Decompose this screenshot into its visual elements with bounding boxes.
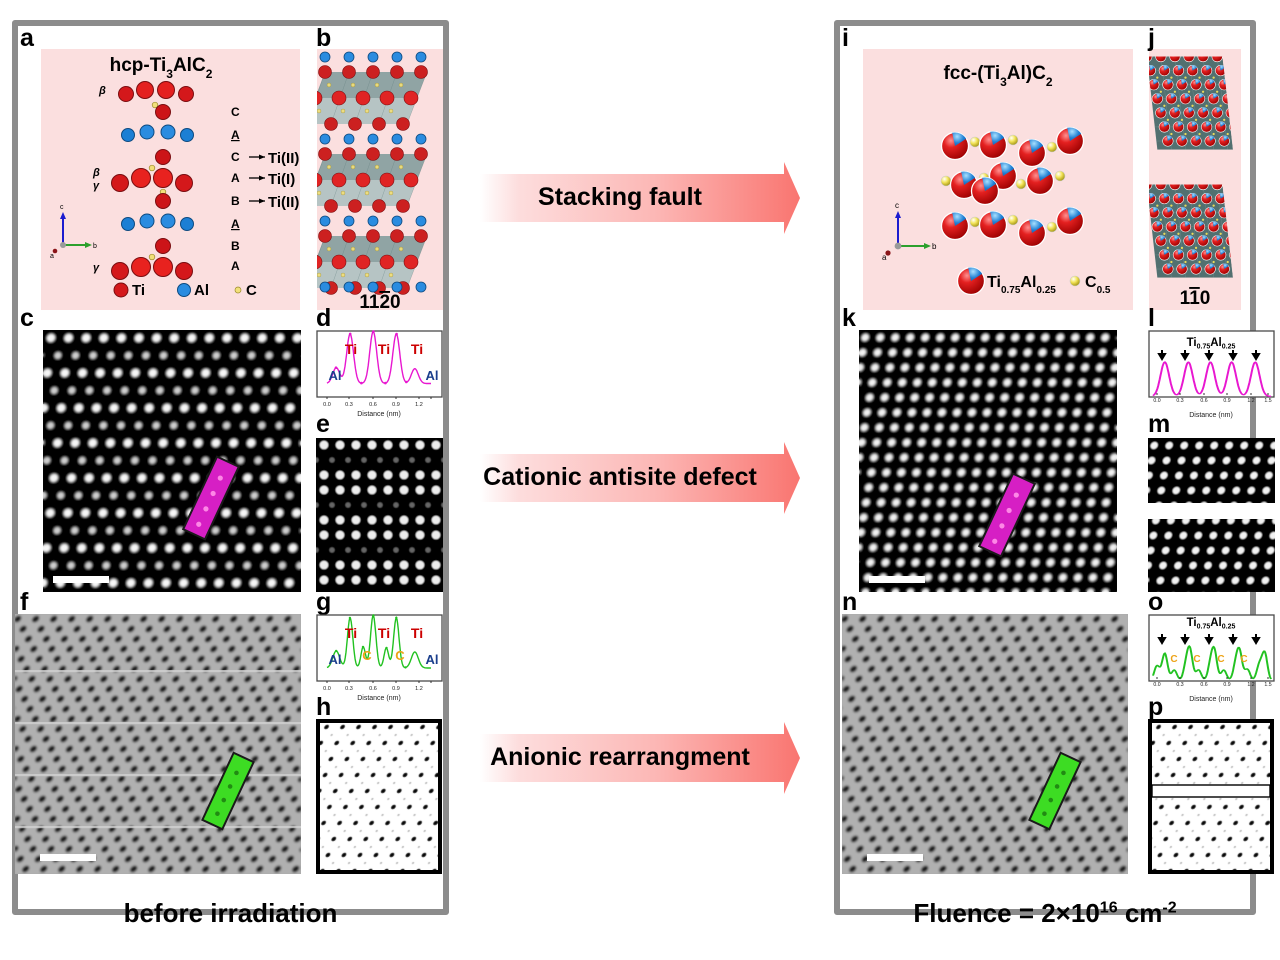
svg-text:Distance (nm): Distance (nm): [1189, 412, 1233, 419]
svg-text:β: β: [92, 167, 100, 179]
svg-text:C: C: [395, 648, 405, 663]
svg-text:Ti: Ti: [345, 341, 357, 357]
svg-text:Ti(II): Ti(II): [268, 150, 299, 167]
svg-text:1.5: 1.5: [1264, 682, 1271, 688]
svg-text:c: c: [895, 201, 899, 210]
svg-text:C: C: [362, 648, 372, 663]
svg-text:C0.5: C0.5: [1085, 274, 1111, 296]
svg-text:β: β: [98, 85, 106, 97]
svg-text:0.3: 0.3: [1176, 398, 1183, 404]
svg-text:Ti: Ti: [411, 341, 423, 357]
svg-text:1.2: 1.2: [415, 686, 423, 692]
svg-text:1120: 1120: [359, 292, 400, 310]
svg-text:0.9: 0.9: [392, 686, 400, 692]
svg-text:1.2: 1.2: [1247, 682, 1254, 688]
svg-text:c: c: [60, 204, 64, 211]
svg-text:0.3: 0.3: [1176, 682, 1183, 688]
svg-text:a: a: [50, 253, 54, 260]
svg-text:0.3: 0.3: [345, 402, 353, 408]
svg-text:Anionic rearrangment: Anionic rearrangment: [490, 743, 750, 771]
svg-text:A: A: [231, 259, 240, 273]
svg-text:0.6: 0.6: [1200, 398, 1207, 404]
svg-text:B: B: [231, 239, 240, 253]
svg-text:Stacking fault: Stacking fault: [538, 183, 703, 211]
svg-text:C: C: [231, 105, 240, 119]
svg-text:Al: Al: [426, 652, 439, 667]
svg-text:Al: Al: [194, 282, 209, 299]
svg-text:b: b: [932, 242, 937, 251]
svg-text:Al: Al: [426, 368, 439, 383]
svg-text:Cationic antisite defect: Cationic antisite defect: [483, 463, 757, 491]
svg-text:0.0: 0.0: [323, 402, 331, 408]
svg-text:C: C: [1240, 654, 1247, 665]
svg-text:C: C: [1170, 654, 1177, 665]
svg-text:C: C: [1193, 654, 1200, 665]
svg-text:0.0: 0.0: [1153, 682, 1160, 688]
svg-text:Ti(II): Ti(II): [268, 194, 299, 211]
svg-text:0.9: 0.9: [392, 402, 400, 408]
svg-text:0.3: 0.3: [345, 686, 353, 692]
svg-text:Al: Al: [329, 652, 342, 667]
svg-text:0.6: 0.6: [1200, 682, 1207, 688]
svg-text:b: b: [93, 243, 97, 250]
svg-text:fcc-(Ti3Al)C2: fcc-(Ti3Al)C2: [943, 63, 1052, 89]
svg-text:0.6: 0.6: [369, 402, 377, 408]
svg-text:1.2: 1.2: [1247, 398, 1254, 404]
svg-text:hcp-Ti3AlC2: hcp-Ti3AlC2: [110, 55, 213, 81]
svg-text:γ: γ: [93, 262, 100, 274]
svg-text:0.0: 0.0: [1153, 398, 1160, 404]
svg-text:A: A: [231, 217, 240, 231]
svg-text:A: A: [231, 171, 240, 185]
svg-text:C: C: [231, 150, 240, 164]
svg-text:a: a: [882, 253, 887, 262]
svg-text:C: C: [246, 282, 257, 299]
svg-text:Al: Al: [329, 368, 342, 383]
svg-text:Distance (nm): Distance (nm): [1189, 696, 1233, 703]
svg-text:C: C: [1217, 654, 1224, 665]
svg-text:0.6: 0.6: [369, 686, 377, 692]
svg-text:Ti: Ti: [378, 625, 390, 641]
svg-text:A: A: [231, 128, 240, 142]
svg-text:1.5: 1.5: [1264, 398, 1271, 404]
svg-text:1.2: 1.2: [415, 402, 423, 408]
svg-text:γ: γ: [93, 180, 100, 192]
svg-text:0.9: 0.9: [1223, 398, 1230, 404]
svg-text:Ti: Ti: [378, 341, 390, 357]
svg-text:Ti: Ti: [411, 625, 423, 641]
svg-text:Ti(I): Ti(I): [268, 171, 295, 188]
svg-text:0.0: 0.0: [323, 686, 331, 692]
svg-text:110: 110: [1180, 288, 1211, 309]
svg-text:Distance (nm): Distance (nm): [357, 695, 401, 702]
svg-text:Ti0.75Al0.25: Ti0.75Al0.25: [987, 274, 1056, 296]
svg-text:Ti: Ti: [345, 625, 357, 641]
svg-text:Ti: Ti: [132, 282, 145, 299]
svg-text:B: B: [231, 194, 240, 208]
svg-text:Distance (nm): Distance (nm): [357, 411, 401, 418]
svg-text:0.9: 0.9: [1223, 682, 1230, 688]
